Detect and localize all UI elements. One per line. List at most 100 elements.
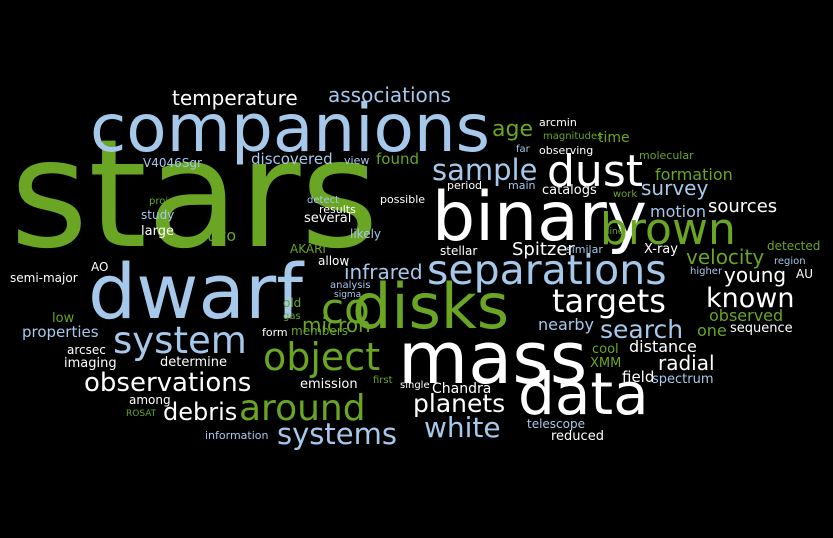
word-associations: associations	[328, 83, 451, 107]
word-survey: survey	[641, 176, 709, 200]
word-search: search	[600, 315, 684, 344]
word-semi-major: semi-major	[10, 271, 78, 285]
word-separations: separations	[427, 246, 667, 294]
word-old: old	[283, 296, 302, 310]
word-object: object	[263, 335, 381, 379]
word-mass: mass	[398, 316, 588, 400]
word-likely: likely	[350, 227, 382, 241]
word-reduced: reduced	[551, 429, 604, 444]
word-observations: observations	[84, 368, 252, 398]
word-spectrum: spectrum	[652, 372, 714, 387]
word-detected: detected	[767, 239, 821, 253]
word-observing: observing	[539, 144, 594, 157]
word-single: single	[400, 380, 430, 391]
word-infrared: infrared	[344, 260, 423, 284]
word-work: work	[613, 189, 638, 200]
word-properties: properties	[22, 323, 99, 341]
word-several: several	[304, 211, 352, 226]
word-emission: emission	[300, 377, 358, 392]
word-young: young	[724, 263, 787, 287]
word-temperature: temperature	[172, 86, 298, 110]
word-field: field	[622, 368, 655, 386]
word-companions: companions	[90, 90, 491, 167]
word-x-ray: X-ray	[644, 242, 678, 257]
word-rosat: ROSAT	[126, 409, 157, 419]
word-co: co	[321, 284, 370, 333]
word-time: time	[598, 130, 630, 146]
word-one: one	[697, 321, 727, 340]
word-binary: binary	[432, 178, 648, 257]
word-observed: observed	[709, 306, 784, 325]
word-far: far	[516, 144, 530, 155]
word-micron: micron	[302, 313, 371, 337]
word-results: results	[319, 203, 356, 216]
word-system: system	[113, 319, 247, 362]
word-formation: formation	[655, 165, 733, 184]
word-ao: AO	[91, 260, 109, 274]
word-radial: radial	[658, 351, 715, 375]
word-study: study	[141, 208, 175, 222]
word-large: large	[141, 224, 174, 239]
word-arcmin: arcmin	[539, 116, 577, 129]
word-gas: gas	[283, 311, 301, 322]
word-sample: sample	[432, 153, 538, 187]
word-form: form	[262, 326, 288, 339]
word-project: project	[149, 196, 184, 207]
word-catalogs: catalogs	[542, 183, 597, 198]
word-two: two	[207, 226, 237, 245]
word-information: information	[205, 429, 269, 442]
word-akari: AKARI	[290, 242, 326, 256]
word-found: found	[376, 150, 419, 168]
word-line: line	[607, 227, 624, 237]
word-velocity: velocity	[686, 245, 765, 269]
word-higher: higher	[690, 266, 723, 277]
word-first: first	[373, 375, 393, 386]
word-among: among	[129, 393, 171, 407]
word-region: region	[774, 256, 806, 267]
word-low: low	[52, 311, 75, 326]
word-sequence: sequence	[730, 321, 793, 336]
word-xmm: XMM	[590, 356, 622, 371]
word-distance: distance	[629, 337, 697, 356]
word-systems: systems	[277, 417, 397, 451]
word-disks: disks	[352, 270, 510, 343]
word-targets: targets	[552, 282, 666, 320]
word-au: AU	[796, 267, 813, 281]
word-analysis: analysis	[330, 280, 371, 291]
word-known: known	[706, 283, 795, 314]
word-planets: planets	[413, 389, 506, 418]
word-white: white	[424, 411, 501, 444]
word-dust: dust	[547, 146, 643, 197]
word-spitzer: Spitzer	[512, 239, 575, 260]
word-nearby: nearby	[538, 315, 594, 334]
word-dwarf: dwarf	[88, 247, 303, 336]
word-chandra: Chandra	[432, 381, 492, 397]
word-motion: motion	[650, 202, 707, 221]
word-sigma: sigma	[334, 290, 362, 300]
word-brown: brown	[600, 204, 736, 255]
word-determine: determine	[160, 355, 227, 370]
word-debris: debris	[163, 398, 238, 426]
word-members: members	[291, 324, 348, 338]
word-allow: allow	[318, 254, 350, 268]
word-v4046sgr: V4046Sgr	[143, 156, 202, 170]
word-around: around	[239, 388, 366, 429]
word-similar: similar	[566, 243, 603, 256]
word-magnitudes: magnitudes	[543, 131, 603, 142]
word-period: period	[447, 179, 483, 192]
word-possible: possible	[380, 193, 426, 206]
word-view: view	[344, 154, 370, 167]
word-cool: cool	[592, 342, 619, 357]
word-detect: detect	[307, 195, 339, 206]
word-arcsec: arcsec	[67, 343, 106, 357]
word-discovered: discovered	[251, 150, 333, 168]
word-main: main	[508, 179, 536, 192]
word-imaging: imaging	[64, 356, 117, 371]
word-data: data	[518, 360, 649, 428]
word-telescope: telescope	[527, 417, 585, 431]
word-stellar: stellar	[440, 244, 478, 258]
word-stars: stars	[10, 108, 379, 282]
word-molecular: molecular	[639, 149, 694, 162]
word-sources: sources	[708, 196, 778, 217]
